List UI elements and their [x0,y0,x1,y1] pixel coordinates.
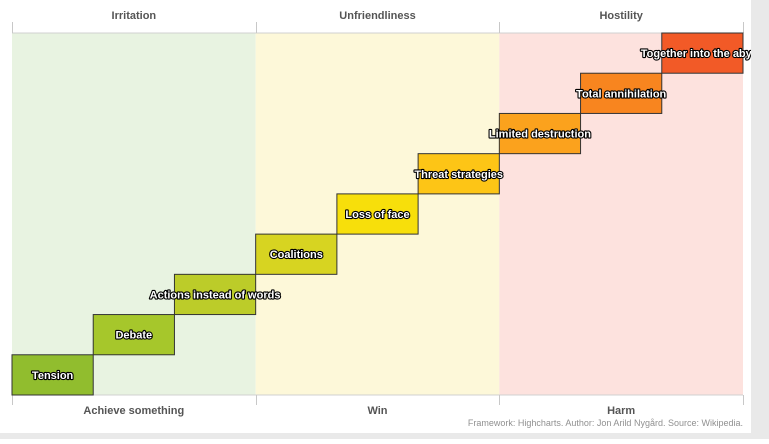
bottom-category-label: Harm [607,405,635,417]
step-box-2[interactable] [92,314,175,356]
step-label: Together into the abyss [641,48,764,60]
step-box-8[interactable] [580,72,663,114]
step-box-5[interactable] [336,193,419,235]
window-frame-right [751,0,769,439]
top-category-label: Unfriendliness [339,10,415,22]
step-box-3[interactable] [173,273,257,316]
step-label: Threat strategies [414,169,503,181]
step-label: Limited destruction [489,129,591,141]
step-label: Loss of face [345,209,409,221]
step-label: Debate [115,330,152,342]
step-label: Coalitions [270,249,323,261]
step-label: Tension [32,370,74,382]
step-box-1[interactable] [11,354,94,396]
top-category-label: Hostility [599,10,643,22]
step-box-4[interactable] [255,233,338,275]
credits-text[interactable]: Framework: Highcharts. Author: Jon Arild… [467,418,743,428]
step-box-7[interactable] [498,112,582,155]
step-box-6[interactable] [417,153,500,195]
window-frame-bottom [0,433,769,439]
bottom-category-label: Achieve something [83,405,184,417]
step-label: Total annihilation [576,88,667,100]
step-box-9[interactable] [661,32,744,74]
bottom-category-label: Win [367,405,387,417]
step-label: Actions instead of words [150,289,281,301]
top-category-label: Irritation [112,10,157,22]
